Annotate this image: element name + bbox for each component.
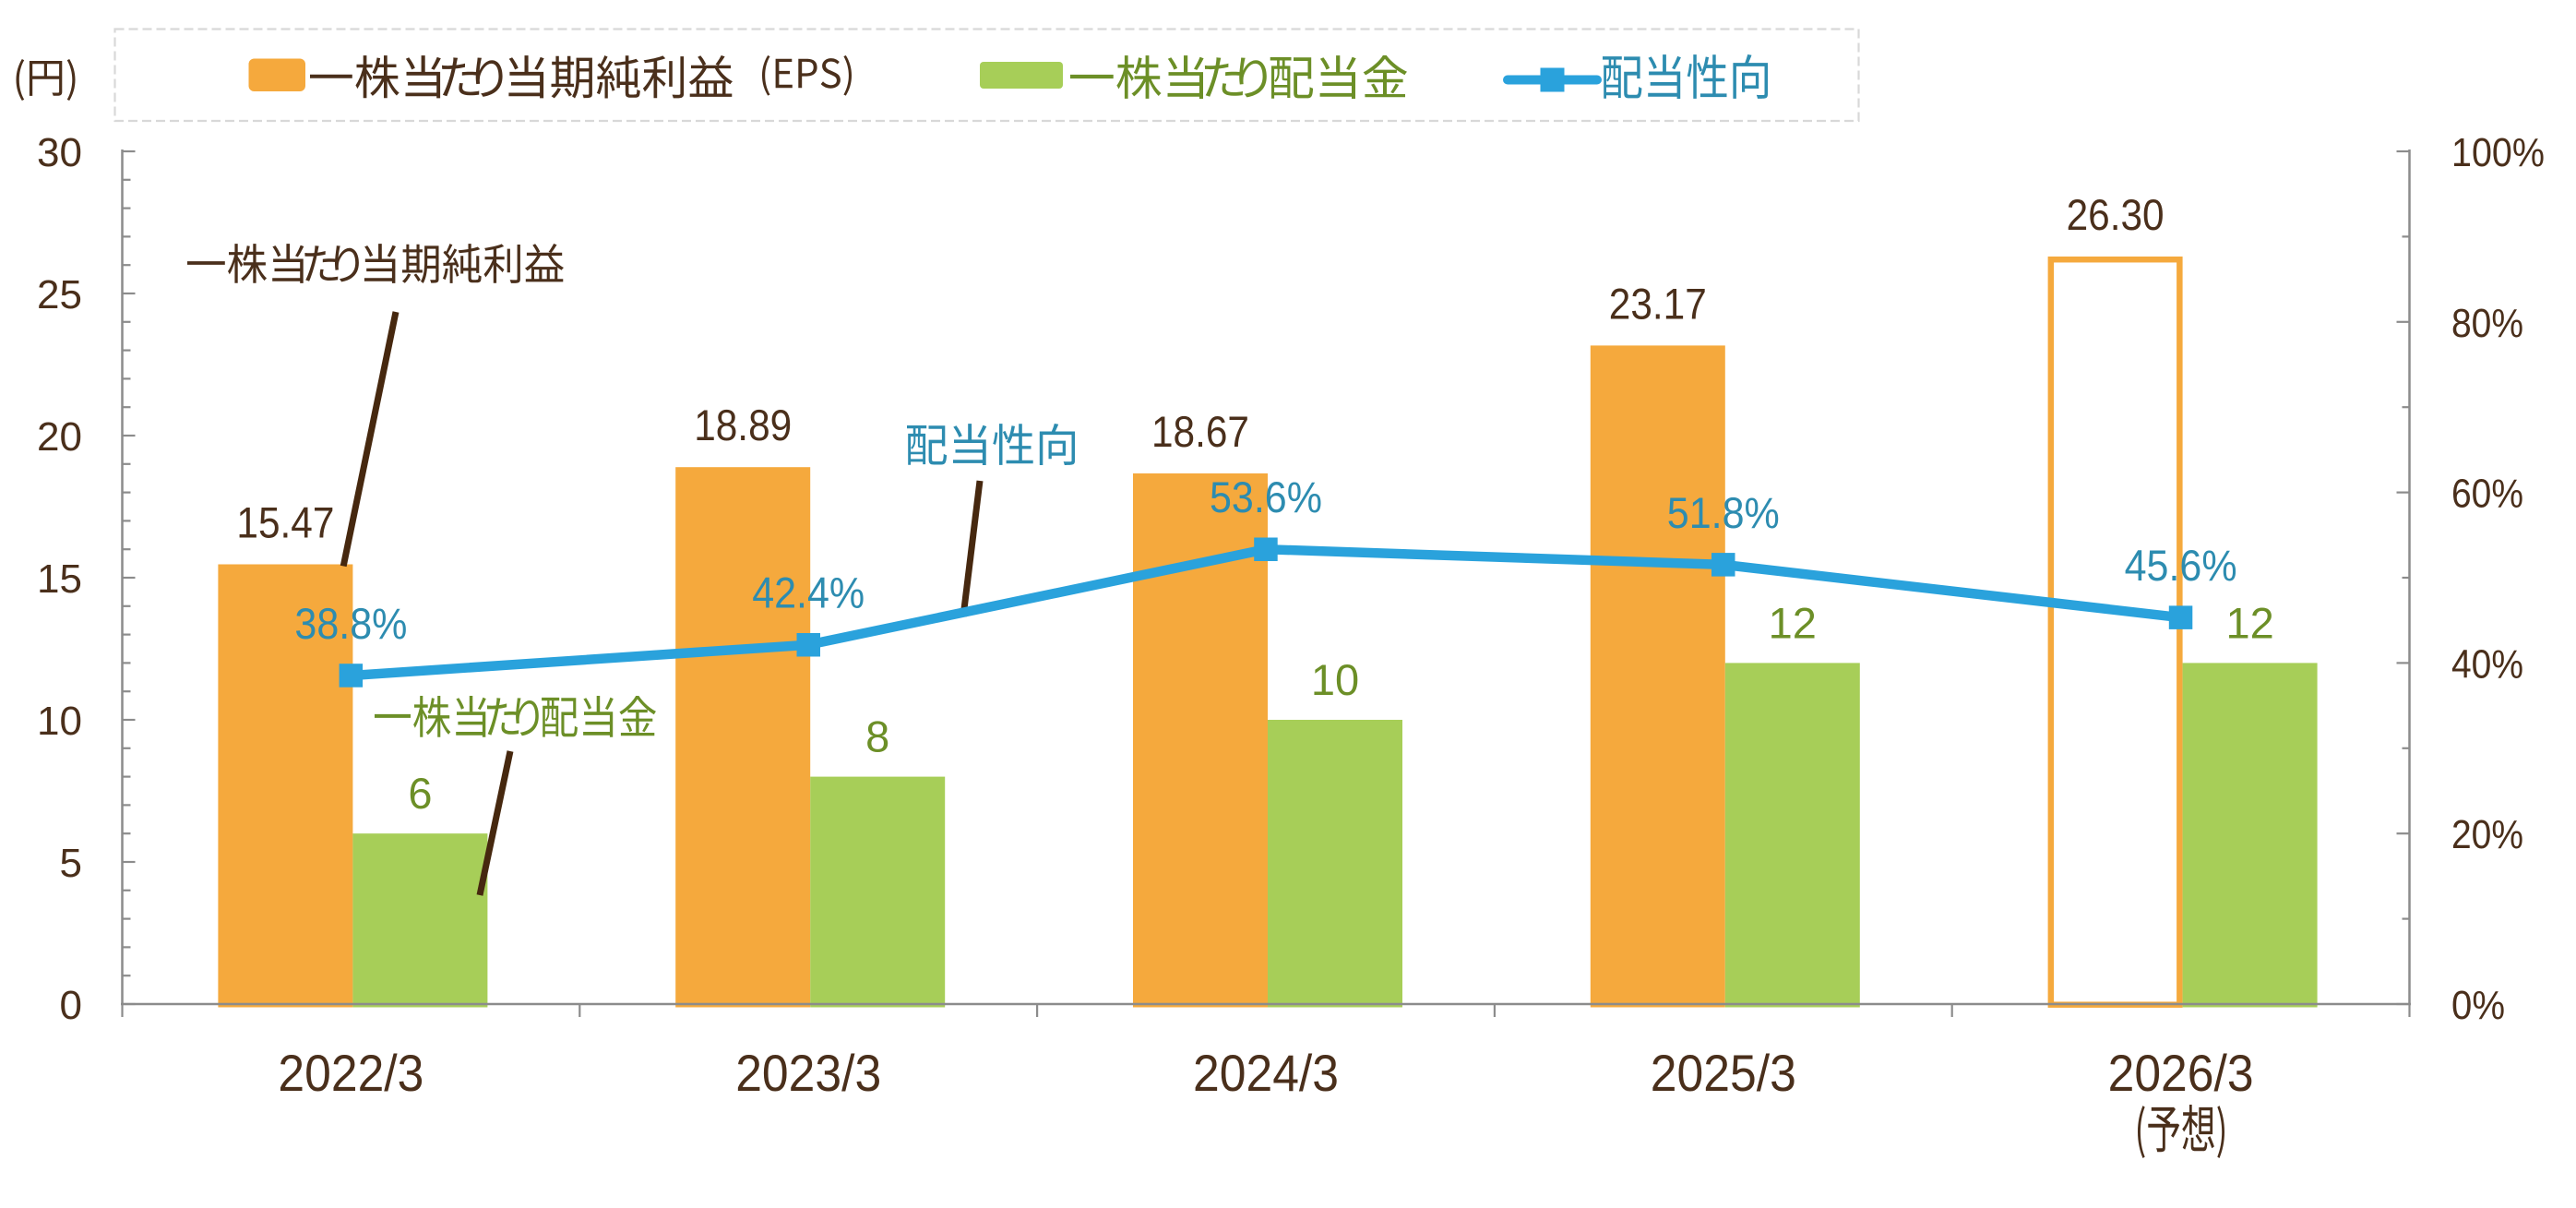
svg-text:38.8%: 38.8%: [294, 599, 407, 648]
svg-text:12: 12: [1769, 598, 1817, 647]
svg-text:45.6%: 45.6%: [2125, 541, 2237, 590]
svg-text:15: 15: [37, 556, 82, 602]
svg-text:20%: 20%: [2451, 812, 2523, 857]
svg-text:53.6%: 53.6%: [1210, 472, 1322, 521]
svg-text:2026/3: 2026/3: [2108, 1044, 2254, 1102]
svg-text:51.8%: 51.8%: [1667, 488, 1780, 537]
svg-text:10: 10: [1311, 655, 1359, 704]
svg-text:0: 0: [60, 983, 82, 1028]
svg-text:20: 20: [37, 414, 82, 460]
svg-text:0%: 0%: [2451, 983, 2505, 1028]
svg-text:10: 10: [37, 699, 82, 744]
svg-text:100%: 100%: [2451, 130, 2545, 175]
svg-text:25: 25: [37, 272, 82, 317]
svg-text:42.4%: 42.4%: [752, 568, 865, 617]
svg-text:60%: 60%: [2451, 472, 2523, 517]
svg-text:40%: 40%: [2451, 641, 2523, 687]
svg-text:18.89: 18.89: [694, 401, 792, 449]
svg-text:15.47: 15.47: [236, 498, 334, 547]
svg-text:2022/3: 2022/3: [278, 1044, 423, 1102]
svg-text:30: 30: [37, 130, 82, 175]
svg-text:8: 8: [865, 712, 889, 761]
svg-text:2025/3: 2025/3: [1651, 1044, 1796, 1102]
svg-text:26.30: 26.30: [2067, 190, 2165, 239]
svg-text:18.67: 18.67: [1151, 407, 1249, 456]
svg-text:23.17: 23.17: [1609, 279, 1707, 328]
svg-text:5: 5: [60, 841, 82, 886]
svg-text:6: 6: [408, 769, 432, 818]
svg-text:2024/3: 2024/3: [1193, 1044, 1339, 1102]
svg-text:2023/3: 2023/3: [735, 1044, 881, 1102]
svg-text:80%: 80%: [2451, 301, 2523, 346]
svg-text:12: 12: [2225, 598, 2273, 647]
